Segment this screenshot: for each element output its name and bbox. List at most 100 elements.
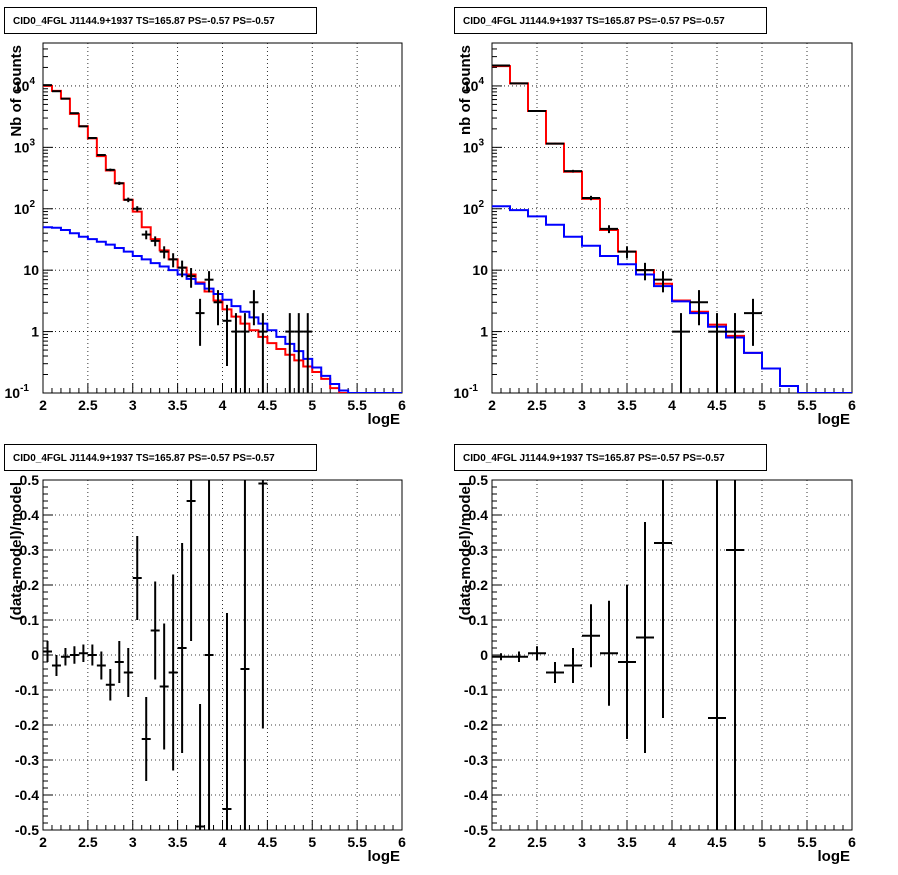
residual-point	[105, 669, 115, 701]
x-tick-label: 6	[398, 834, 406, 850]
data-point	[123, 197, 133, 203]
data-point	[510, 82, 528, 85]
x-tick-label: 3	[129, 397, 137, 413]
data-point	[294, 313, 304, 393]
x-tick-label: 2	[488, 397, 496, 413]
y-tick-label: -0.2	[464, 717, 488, 733]
residual-point	[168, 574, 178, 771]
residual-point	[51, 655, 61, 676]
x-tick-label: 5.5	[797, 834, 817, 850]
x-tick-label: 5.5	[347, 397, 367, 413]
x-tick-label: 4	[219, 834, 227, 850]
model-background-histogram	[492, 205, 852, 393]
y-tick-label: 10-1	[454, 383, 479, 401]
y-tick-label: -0.5	[464, 822, 488, 838]
residual-point	[654, 480, 672, 718]
data-point	[213, 290, 223, 326]
data-point	[204, 271, 214, 293]
panel-title: CID0_4FGL J1144.9+1937 TS=165.87 PS=-0.5…	[454, 444, 767, 471]
data-point	[51, 90, 61, 93]
y-tick-label: 0.5	[469, 472, 489, 488]
x-tick-label: 2	[39, 834, 47, 850]
panel-title: CID0_4FGL J1144.9+1937 TS=165.87 PS=-0.5…	[454, 7, 767, 34]
data-point	[69, 112, 79, 115]
residual-point	[43, 641, 52, 662]
residual-point	[222, 613, 232, 830]
title-text: CID0_4FGL J1144.9+1937 TS=165.87 PS=-0.5…	[13, 453, 275, 464]
data-point	[618, 246, 636, 259]
y-tick-label: 0	[480, 647, 488, 663]
y-tick-label: -0.3	[15, 752, 39, 768]
residual-point	[600, 600, 618, 706]
residual-point	[123, 648, 133, 697]
data-point	[177, 260, 187, 278]
title-box	[4, 7, 317, 34]
data-points	[43, 84, 313, 393]
y-tick-label: -0.5	[15, 822, 39, 838]
residual-point	[132, 536, 142, 620]
residual-point	[240, 480, 250, 830]
residual-point	[186, 480, 196, 641]
x-tick-label: 4	[219, 397, 227, 413]
data-point	[726, 313, 744, 393]
y-tick-label: -0.4	[15, 787, 39, 803]
residual-point	[78, 644, 88, 662]
residual-point	[726, 480, 744, 830]
residual-point	[258, 480, 268, 729]
plot-area	[492, 480, 744, 830]
x-tick-label: 2.5	[78, 397, 98, 413]
residual-point	[114, 641, 124, 683]
data-point	[744, 298, 762, 346]
x-tick-label: 2	[488, 834, 496, 850]
x-tick-label: 4	[668, 834, 676, 850]
data-point	[672, 313, 690, 393]
data-point	[150, 236, 160, 247]
y-tick-label: 10	[23, 262, 39, 278]
y-tick-label: 0.5	[20, 472, 40, 488]
x-tick-label: 2	[39, 397, 47, 413]
title-box	[454, 444, 767, 471]
y-axis: -0.5 -0.4 -0.3 -0.2 -0.1 0 0.1 0.2 0.3 0.4 0.5(dat…	[8, 472, 53, 838]
panel-title: CID0_4FGL J1144.9+1937 TS=165.87 PS=-0.5…	[4, 444, 317, 471]
model-background-histogram	[43, 226, 402, 393]
data-point	[636, 262, 654, 281]
data-point	[600, 225, 618, 234]
residual-point	[177, 543, 187, 753]
grid	[492, 480, 852, 830]
panel-1: CID0_4FGL J1144.9+1937 TS=165.87 PS=-0.5…	[4, 7, 406, 428]
data-point	[186, 268, 196, 288]
y-tick-label: 1	[31, 324, 39, 340]
residual-point	[141, 697, 151, 781]
x-tick-label: 6	[848, 397, 856, 413]
x-tick-label: 4.5	[707, 834, 727, 850]
data-point	[43, 84, 52, 87]
y-tick-label: 104	[14, 76, 36, 94]
y-tick-label: 1	[480, 324, 488, 340]
residual-point	[159, 623, 169, 750]
residual-point	[96, 651, 106, 680]
y-tick-label: 103	[463, 137, 485, 155]
y-axis-label: (data-model)/model	[457, 482, 474, 620]
x-tick-label: 2.5	[78, 834, 98, 850]
residual-point	[492, 653, 510, 661]
panel-2: CID0_4FGL J1144.9+1937 TS=165.87 PS=-0.5…	[454, 7, 856, 428]
data-point	[258, 313, 268, 393]
data-point	[168, 253, 178, 268]
data-point	[708, 313, 726, 393]
residual-point	[546, 662, 564, 683]
y-tick-label: -0.4	[464, 787, 488, 803]
data-point	[528, 110, 546, 113]
x-tick-label: 2.5	[527, 397, 547, 413]
x-tick-label: 4	[668, 397, 676, 413]
data-point	[654, 271, 672, 293]
residual-point	[510, 651, 528, 662]
y-tick-label: -0.2	[15, 717, 39, 733]
x-tick-label: 3.5	[617, 834, 637, 850]
x-tick-label: 3	[578, 834, 586, 850]
